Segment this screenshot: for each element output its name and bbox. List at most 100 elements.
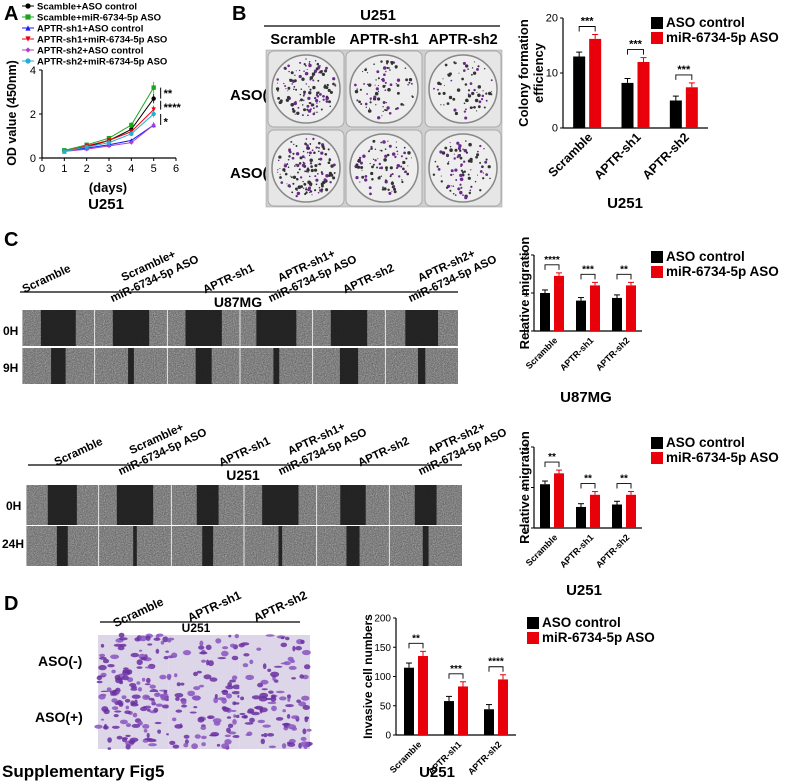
sig-label: *** [450, 664, 462, 675]
legend-entry: Scamble+miR-6734-5p ASO [37, 13, 161, 24]
sig-label: **** [488, 657, 504, 668]
sig-label: * [164, 117, 169, 129]
sig-label: ** [620, 264, 628, 275]
bar [540, 293, 550, 331]
category-label: APTR-sh1 [558, 532, 595, 569]
wound-image [170, 526, 244, 566]
bar [484, 709, 494, 735]
colony-well [433, 61, 493, 120]
wound-image [166, 310, 240, 346]
y-tick-label: 10 [546, 68, 558, 80]
colony-well [275, 58, 337, 117]
panel-d-cell-line: U251 [182, 621, 211, 635]
category-label: Scramble [546, 130, 596, 180]
panel-d-col-scramble: Scramble [111, 594, 166, 630]
data-point [151, 122, 156, 128]
category-label: Scramble [388, 739, 424, 775]
sig-label: *** [629, 39, 643, 51]
legend-entry: Scamble+ASO control [37, 2, 137, 13]
category-label: APTR-sh2 [466, 739, 503, 776]
wound-image [170, 485, 244, 525]
bar [590, 494, 600, 528]
x-tick-label: 0 [39, 163, 45, 175]
bar [554, 473, 564, 528]
y-tick-label: 200 [374, 614, 391, 625]
panel-b-row-aso-minus: ASO(-) [230, 87, 278, 104]
legend-entry: miR-6734-5p ASO [666, 450, 779, 465]
panel-d-invasion-images: Scramble APTR-sh1 APTR-sh2 U251 ASO(-) A… [35, 588, 313, 750]
x-tick-label: 5 [151, 163, 157, 175]
figure-caption: Supplementary Fig5 [2, 762, 164, 781]
y-tick-label: 1 [523, 289, 529, 300]
y-tick-label: 0 [30, 153, 36, 165]
sig-label: ** [620, 474, 628, 485]
y-tick-label: 2 [523, 251, 529, 262]
wound-image [166, 348, 240, 384]
y-tick-label: 150 [374, 643, 391, 654]
sig-label: **** [544, 255, 560, 266]
x-tick-label: 3 [106, 163, 112, 175]
legend-swatch [651, 251, 663, 263]
wound-image [312, 310, 386, 346]
sig-label: *** [581, 16, 595, 28]
chart-xlabel: U251 [419, 764, 455, 781]
bar [685, 87, 698, 128]
bar [554, 275, 564, 331]
legend-swatch [651, 437, 663, 449]
invasion-image [168, 689, 242, 750]
chart-ylabel: Colony formation [516, 19, 531, 127]
wound-image [98, 526, 172, 566]
data-point [106, 138, 112, 143]
sig-label: **** [164, 102, 182, 114]
invasion-image [94, 689, 172, 750]
panel-letter-d: D [4, 593, 18, 615]
legend-entry: ASO control [666, 249, 745, 264]
colony-well [354, 139, 412, 196]
category-label: APTR-sh1 [591, 130, 643, 182]
bar [669, 100, 682, 128]
bar [637, 62, 650, 128]
invasion-image [239, 690, 313, 749]
panel-c-bottom-row-24h: 24H [2, 537, 24, 551]
y-tick-label: 2 [30, 109, 36, 121]
bar [404, 667, 414, 735]
y-tick-label: 0 [385, 731, 391, 742]
legend-marker [25, 3, 31, 9]
legend-entry: APTR-sh1+miR-6734-5p ASO [37, 35, 167, 46]
legend-swatch [651, 266, 663, 278]
panel-letter-b: B [232, 3, 246, 25]
y-tick-label: 50 [380, 701, 392, 712]
invasion-image [96, 632, 172, 695]
chart-xlabel: U251 [566, 582, 602, 599]
bar [626, 494, 636, 528]
legend-swatch [651, 17, 663, 29]
wound-image [21, 348, 95, 384]
wound-image [25, 526, 99, 566]
data-point [151, 107, 156, 112]
sig-label: ** [412, 633, 420, 644]
chart-xlabel: U251 [607, 195, 643, 212]
y-tick-label: 20 [546, 13, 558, 25]
sig-label: *** [582, 264, 594, 275]
bar [589, 38, 602, 128]
wound-image [239, 348, 313, 384]
legend-entry: APTR-sh2+ASO control [37, 46, 143, 57]
data-point [129, 131, 134, 136]
chart-xlabel: U87MG [560, 389, 612, 406]
sig-label: ** [584, 474, 592, 485]
wound-image [316, 526, 390, 566]
panel-a-cell-line: U251 [88, 196, 124, 213]
column-label: APTR-sh1 [201, 262, 256, 296]
column-label: APTR-sh2 [356, 435, 411, 469]
panel-c-top-cell-line: U87MG [214, 294, 262, 310]
sig-label: ** [164, 88, 173, 100]
category-label: APTR-sh2 [594, 532, 631, 569]
panel-b-bar-chart: 0 10 20 Colony formation efficiency *** Scramb… [516, 13, 779, 213]
chart-ylabel: Relative migration [517, 431, 532, 544]
wound-image [388, 485, 462, 525]
legend-swatch [527, 617, 539, 629]
category-label: APTR-sh2 [594, 335, 631, 372]
